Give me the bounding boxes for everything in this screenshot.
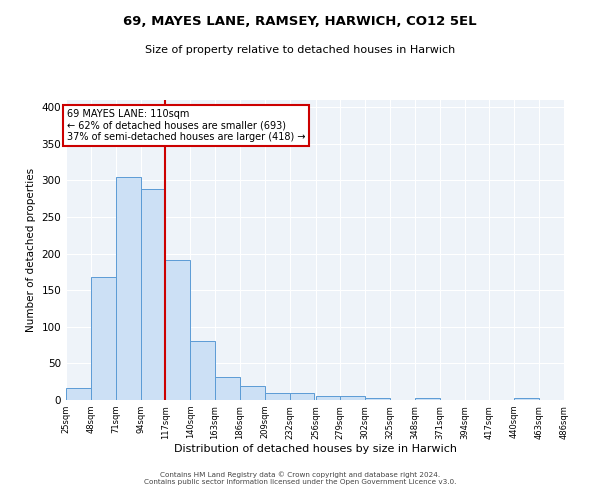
Bar: [91, 277, 116, 400]
Text: Size of property relative to detached houses in Harwich: Size of property relative to detached ho…: [145, 45, 455, 55]
Bar: [215, 376, 240, 400]
Bar: [316, 396, 340, 400]
Bar: [415, 398, 440, 400]
Text: 69, MAYES LANE, RAMSEY, HARWICH, CO12 5EL: 69, MAYES LANE, RAMSEY, HARWICH, CO12 5E…: [123, 15, 477, 28]
Bar: [564, 398, 589, 400]
Y-axis label: Number of detached properties: Number of detached properties: [26, 168, 36, 332]
Bar: [514, 398, 539, 400]
Text: 69 MAYES LANE: 110sqm
← 62% of detached houses are smaller (693)
37% of semi-det: 69 MAYES LANE: 110sqm ← 62% of detached …: [67, 109, 305, 142]
Text: Contains HM Land Registry data © Crown copyright and database right 2024.
Contai: Contains HM Land Registry data © Crown c…: [144, 472, 456, 485]
Bar: [66, 388, 91, 400]
Bar: [340, 396, 365, 400]
X-axis label: Distribution of detached houses by size in Harwich: Distribution of detached houses by size …: [173, 444, 457, 454]
Bar: [240, 386, 265, 400]
Bar: [365, 398, 390, 400]
Bar: [190, 342, 215, 400]
Bar: [290, 392, 314, 400]
Bar: [265, 392, 290, 400]
Bar: [140, 190, 166, 400]
Bar: [116, 177, 140, 400]
Bar: [166, 260, 190, 400]
